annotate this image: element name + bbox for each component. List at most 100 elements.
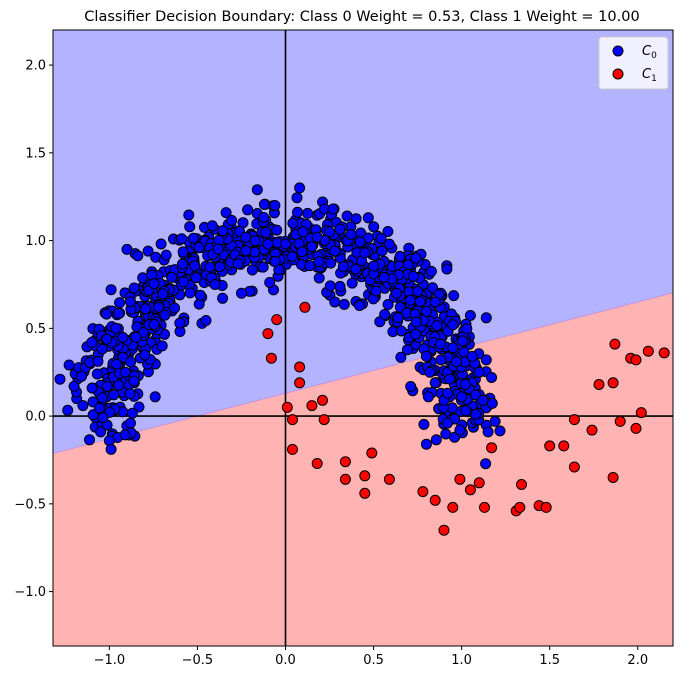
c0-point (334, 223, 346, 235)
c0-point (139, 349, 151, 361)
y-axis: −1.0 −0.5 0.0 0.5 1.0 1.5 2.0 (14, 59, 53, 600)
c0-point (412, 286, 424, 297)
c0-point (359, 247, 371, 259)
c0-point (262, 238, 274, 250)
c0-point (302, 207, 314, 219)
c0-point (311, 231, 323, 243)
c0-point (242, 204, 254, 216)
c0-point (392, 312, 404, 324)
c0-point (435, 338, 446, 350)
c0-point (92, 355, 104, 367)
c0-point (414, 296, 426, 308)
c0-point (410, 252, 422, 264)
c0-point (169, 302, 181, 314)
c0-point (459, 379, 471, 390)
x-tick-label: −0.5 (182, 653, 214, 668)
c1-point (383, 473, 395, 485)
c0-point (87, 409, 99, 421)
c0-point (96, 343, 108, 355)
c0-point (442, 387, 453, 399)
class-1-region (53, 292, 673, 646)
c0-point (249, 235, 261, 247)
series-c0-points (54, 182, 506, 470)
c0-point (204, 261, 216, 273)
c0-point (461, 323, 473, 335)
c0-point (370, 285, 382, 297)
c1-point (473, 477, 485, 489)
c0-point (206, 220, 218, 232)
c0-point (368, 221, 380, 233)
c0-point (260, 227, 272, 238)
y-tick-label: 1.5 (25, 146, 46, 161)
c0-point (194, 289, 206, 301)
c0-point (251, 184, 263, 196)
c0-point (257, 261, 269, 273)
c0-point (466, 350, 478, 362)
plot-frame (52, 29, 674, 647)
c0-point (213, 234, 225, 246)
c0-point (174, 317, 186, 329)
c0-point (391, 287, 402, 299)
c1-point (593, 379, 605, 390)
c0-point (113, 307, 125, 319)
c0-point (160, 249, 172, 261)
c1-point (281, 401, 293, 413)
c0-point (217, 292, 229, 304)
c0-point (97, 412, 109, 424)
c0-point (54, 373, 66, 385)
c0-point (379, 308, 391, 320)
c1-point (642, 345, 654, 357)
c0-point (96, 392, 108, 404)
chart-title: Classifier Decision Boundary: Class 0 We… (84, 9, 639, 25)
c1-point (317, 394, 328, 406)
c0-point (418, 418, 430, 430)
c0-point (477, 394, 489, 406)
c0-point (101, 380, 113, 392)
c0-point (394, 250, 406, 262)
c0-point (482, 426, 494, 438)
y-tick-label: −0.5 (14, 497, 46, 512)
c0-point (113, 379, 125, 391)
c0-point (258, 198, 270, 210)
c1-point (544, 440, 556, 452)
x-tick-label: 1.5 (539, 653, 560, 668)
c1-point (558, 440, 570, 452)
c0-point (190, 272, 202, 284)
c0-point (368, 260, 379, 272)
c1-point (486, 442, 498, 454)
c0-point (91, 368, 103, 380)
c1-point (366, 447, 378, 459)
c0-point (184, 287, 196, 299)
c0-point (345, 228, 357, 240)
c0-point (306, 241, 318, 253)
c0-point (200, 315, 212, 326)
c0-point (420, 350, 432, 362)
c0-point (350, 263, 362, 275)
c0-point (193, 241, 205, 253)
c0-point (68, 380, 80, 392)
legend: C0 C1 (598, 36, 669, 90)
c0-point (430, 434, 442, 446)
c1-point (540, 501, 552, 513)
c0-point (148, 318, 160, 330)
c1-point (516, 479, 527, 490)
series-c1-points (262, 301, 670, 536)
c1-point (359, 470, 371, 482)
c0-point (395, 351, 407, 363)
c0-point (62, 404, 74, 416)
c0-point (313, 256, 325, 268)
c1-point (568, 414, 580, 426)
c0-point (84, 434, 95, 446)
c0-point (149, 391, 161, 403)
c0-point (142, 245, 154, 257)
c0-point (155, 238, 167, 250)
c1-point (514, 501, 526, 513)
c0-point (95, 426, 107, 438)
c0-point (447, 342, 459, 354)
c0-point (226, 214, 238, 226)
c0-point (236, 287, 247, 299)
legend-box (598, 36, 669, 90)
c0-point (124, 388, 136, 400)
c0-point (410, 328, 422, 340)
